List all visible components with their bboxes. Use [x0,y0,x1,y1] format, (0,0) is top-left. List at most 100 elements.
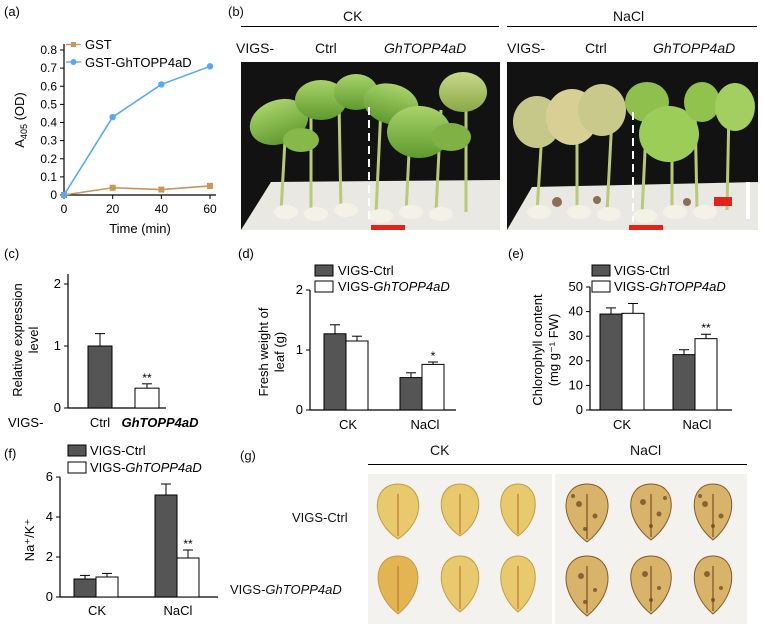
x-tick-label-a: 40 [155,202,169,216]
bar-e [672,354,696,411]
y-axis-label-d-1: Fresh weight of [256,307,271,396]
gene-label-ck: GhTOPP4aD [384,40,467,56]
bar-chart-d: (d) VIGS-Ctrl VIGS-GhTOPP4aD 0 1 2 * CK Na… [238,246,456,432]
panel-label-f: (f) [4,446,16,461]
data-point-gst [207,182,213,189]
y-tick-label-e: 10 [569,377,583,392]
significance-e: ** [701,321,711,335]
x-tick-label-a: 0 [61,202,68,216]
series-line-gst-fusion [63,65,211,196]
bar-f [95,576,119,598]
y-tick-label-e: 50 [569,279,583,294]
bar-d [399,377,423,411]
nacl-leaf-photo [555,474,747,624]
row-label-ctrl: VIGS-Ctrl [292,510,348,525]
y-tick-label-a: 0 [50,188,57,202]
y-tick-label-d: 1 [296,342,303,357]
ck-title-g: CK [430,442,450,458]
data-point-gst-fusion [60,191,68,199]
panel-label-b: (b) [228,4,244,19]
y-tick-label-c: 0 [54,400,61,415]
panel-d: (d) VIGS-Ctrl VIGS-GhTOPP4aD 0 1 2 * CK Na… [230,240,492,440]
ck-plant-photo [241,62,500,230]
ck-rule-b [241,26,499,27]
y-tick-label-f: 2 [46,549,53,564]
x-tick-e-nacl: NaCl [683,417,712,432]
x-tick-c-gene: GhTOPP4aD [121,415,199,430]
y-tick-label-e: 0 [576,402,583,417]
y-tick-label-a: 0.4 [40,116,57,130]
legend-label-d-gene: VIGS-GhTOPP4aD [338,279,450,294]
y-axis-label-c-1: Relative expression [10,283,25,396]
panel-c: (c) 0 1 2 ** VIGS- Ctrl GhTOPP4aD Relative… [0,240,230,440]
legend-label-f-gene: VIGS-GhTOPP4aD [90,460,202,475]
y-tick-label-a: 0.8 [40,43,57,57]
x-tick-c-ctrl: Ctrl [90,415,110,430]
y-tick-label-a: 0.5 [40,97,57,111]
x-tick-f-nacl: NaCl [164,603,193,618]
y-axis-label-d-2: leaf (g) [272,332,287,372]
significance-c: ** [142,371,152,385]
panel-a: (a) 0 0.1 0.2 0.3 0.4 0.5 0.6 0.7 0.8 0 20 40 60 GS… [0,0,230,240]
line-chart-a: (a) 0 0.1 0.2 0.3 0.4 0.5 0.6 0.7 0.8 0 20 40 60 GS… [4,4,217,236]
data-point-gst-fusion [109,113,116,121]
panel-label-a: (a) [4,4,20,19]
y-axis-label-a: A405 (OD) [12,92,29,147]
bar-e [621,312,645,411]
nacl-title-g: NaCl [630,442,662,458]
row-label-gene: VIGS-GhTOPP4aD [230,582,342,597]
x-tick-d-ck: CK [339,417,357,432]
nacl-rule-b [507,26,757,27]
bar-f [176,557,200,598]
legend-label-d-ctrl: VIGS-Ctrl [338,263,394,278]
significance-d: * [431,349,436,363]
y-tick-label-a: 0.6 [40,79,57,93]
y-tick-label-e: 40 [569,304,583,319]
y-tick-label-a: 0.7 [40,61,57,75]
y-axis-label-e-1: Chlorophyll content [530,294,545,406]
vigs-label-ck: VIGS- [236,40,275,56]
x-tick-e-ck: CK [613,417,631,432]
y-tick-label-e: 30 [569,328,583,343]
bar-d [421,363,445,411]
bar-chart-e: (e) VIGS-Ctrl VIGS-GhTOPP4aD 0 10 20 30 40 50… [508,246,732,432]
x-tick-f-ck: CK [88,603,106,618]
panel-b: (b) CK NaCl VIGS- Ctrl GhTOPP4aD VIGS- C… [228,0,762,240]
x-tick-d-nacl: NaCl [411,417,440,432]
y-tick-label-f: 4 [46,509,53,524]
data-point-gst [109,184,116,191]
y-tick-label-c: 1 [54,338,61,353]
y-axis-label-f: Na⁺/K⁺ [22,519,37,562]
panel-label-c: (c) [4,246,19,261]
bar-f [154,494,178,598]
ck-title-b: CK [343,8,363,24]
y-axis-label-c-2: level [26,327,41,354]
series-line-gst [63,185,211,196]
x-tick-label-a: 20 [106,202,120,216]
gene-label-nacl: GhTOPP4aD [653,40,736,56]
y-tick-label-e: 20 [569,353,583,368]
y-tick-label-a: 0.2 [40,152,57,166]
ck-leaf-photo [368,474,552,624]
y-tick-label-a: 0.3 [40,134,57,148]
x-tick-label-a: 60 [203,202,217,216]
legend-label-f-ctrl: VIGS-Ctrl [90,443,146,458]
ck-rule-g [368,464,556,465]
nacl-title-b: NaCl [613,8,645,24]
y-tick-label-d: 2 [296,282,303,297]
bar-d [323,333,347,411]
significance-f: ** [183,537,193,551]
vigs-label-nacl: VIGS- [507,40,546,56]
bar-f [73,578,97,598]
legend-label-gst: GST [85,37,112,52]
bar-d [345,340,369,411]
data-point-gst-fusion [206,63,214,70]
panel-g: (g) CK NaCl VIGS-Ctrl VIGS-GhTOPP4aD [230,440,762,628]
bar-c [134,387,160,409]
y-tick-label-c: 2 [54,276,61,291]
bar-e [599,313,623,411]
data-point-gst [158,186,165,193]
y-tick-label-a: 0.1 [40,170,57,184]
y-tick-label-f: 0 [46,589,53,604]
